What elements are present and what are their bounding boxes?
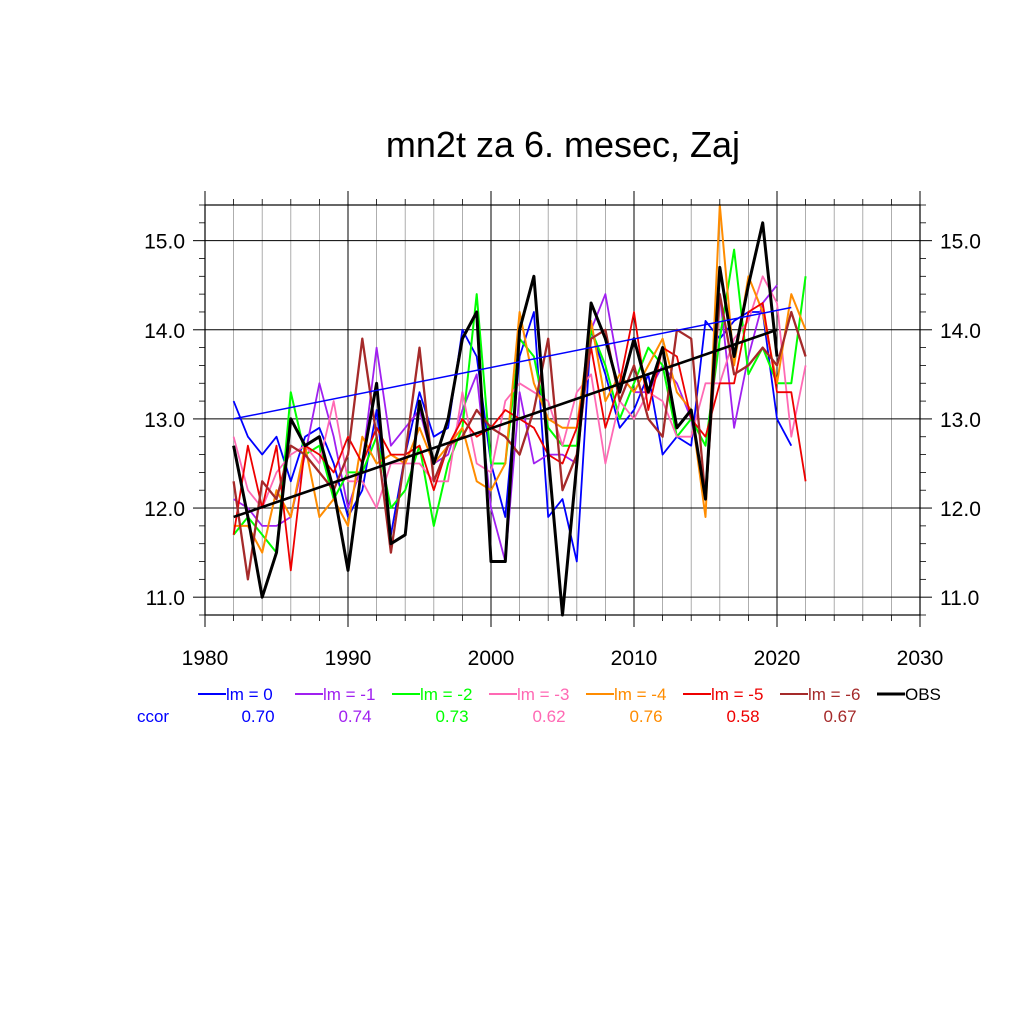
y-tick-label-left: 12.0: [144, 498, 185, 521]
series-line-7: [232, 221, 779, 617]
ccor-value-1: 0.74: [338, 707, 371, 726]
y-tick-label-left: 15.0: [144, 231, 185, 254]
legend-entry-0: lm = 0: [226, 685, 273, 704]
plot-border: [204, 204, 921, 616]
trend-line-7: [233, 328, 778, 519]
x-tick-label: 2020: [754, 647, 801, 670]
axes: 1980 1990 2000 2010 2020 2030 11.0 11.0 12.0 12.0…: [144, 191, 981, 670]
y-tick-label-left: 13.0: [144, 409, 185, 432]
x-tick-label: 1980: [182, 647, 229, 670]
trend-layer: [233, 306, 792, 519]
series-line-3: [232, 275, 807, 509]
y-tick-label-left: 11.0: [146, 587, 185, 610]
x-tick-label: 2030: [897, 647, 944, 670]
x-tick-label: 2010: [611, 647, 658, 670]
legend-entry-5: lm = -5: [711, 685, 763, 704]
legend-entry-2: lm = -2: [420, 685, 472, 704]
plot-frame: [204, 204, 921, 616]
ccor-value-4: 0.76: [629, 707, 662, 726]
ccor-value-2: 0.73: [435, 707, 468, 726]
y-tick-label-right: 14.0: [940, 320, 981, 343]
x-tick-label: 1990: [325, 647, 372, 670]
trend-line-0: [233, 306, 792, 420]
y-tick-label-right: 11.0: [940, 587, 979, 610]
legend: lm = 0 0.70 lm = -1 0.74 lm = -2 0.73 lm = -3 0…: [198, 685, 941, 726]
legend-entry-4: lm = -4: [614, 685, 666, 704]
ccor-value-5: 0.58: [726, 707, 759, 726]
ccor-value-3: 0.62: [532, 707, 565, 726]
y-tick-label-right: 15.0: [940, 231, 981, 254]
y-tick-label-right: 12.0: [940, 498, 981, 521]
grid-lines: [204, 205, 921, 615]
x-tick-label: 2000: [468, 647, 515, 670]
ccor-value-0: 0.70: [241, 707, 274, 726]
legend-entry-6: lm = -6: [808, 685, 860, 704]
legend-entry-7: OBS: [905, 685, 941, 704]
ccor-label: ccor: [137, 707, 169, 726]
chart-title: mn2t za 6. mesec, Zaj: [386, 124, 740, 165]
legend-entry-1: lm = -1: [323, 685, 375, 704]
ccor-value-6: 0.67: [823, 707, 856, 726]
legend-entry-3: lm = -3: [517, 685, 569, 704]
y-tick-label-right: 13.0: [940, 409, 981, 432]
y-tick-label-left: 14.0: [144, 320, 185, 343]
